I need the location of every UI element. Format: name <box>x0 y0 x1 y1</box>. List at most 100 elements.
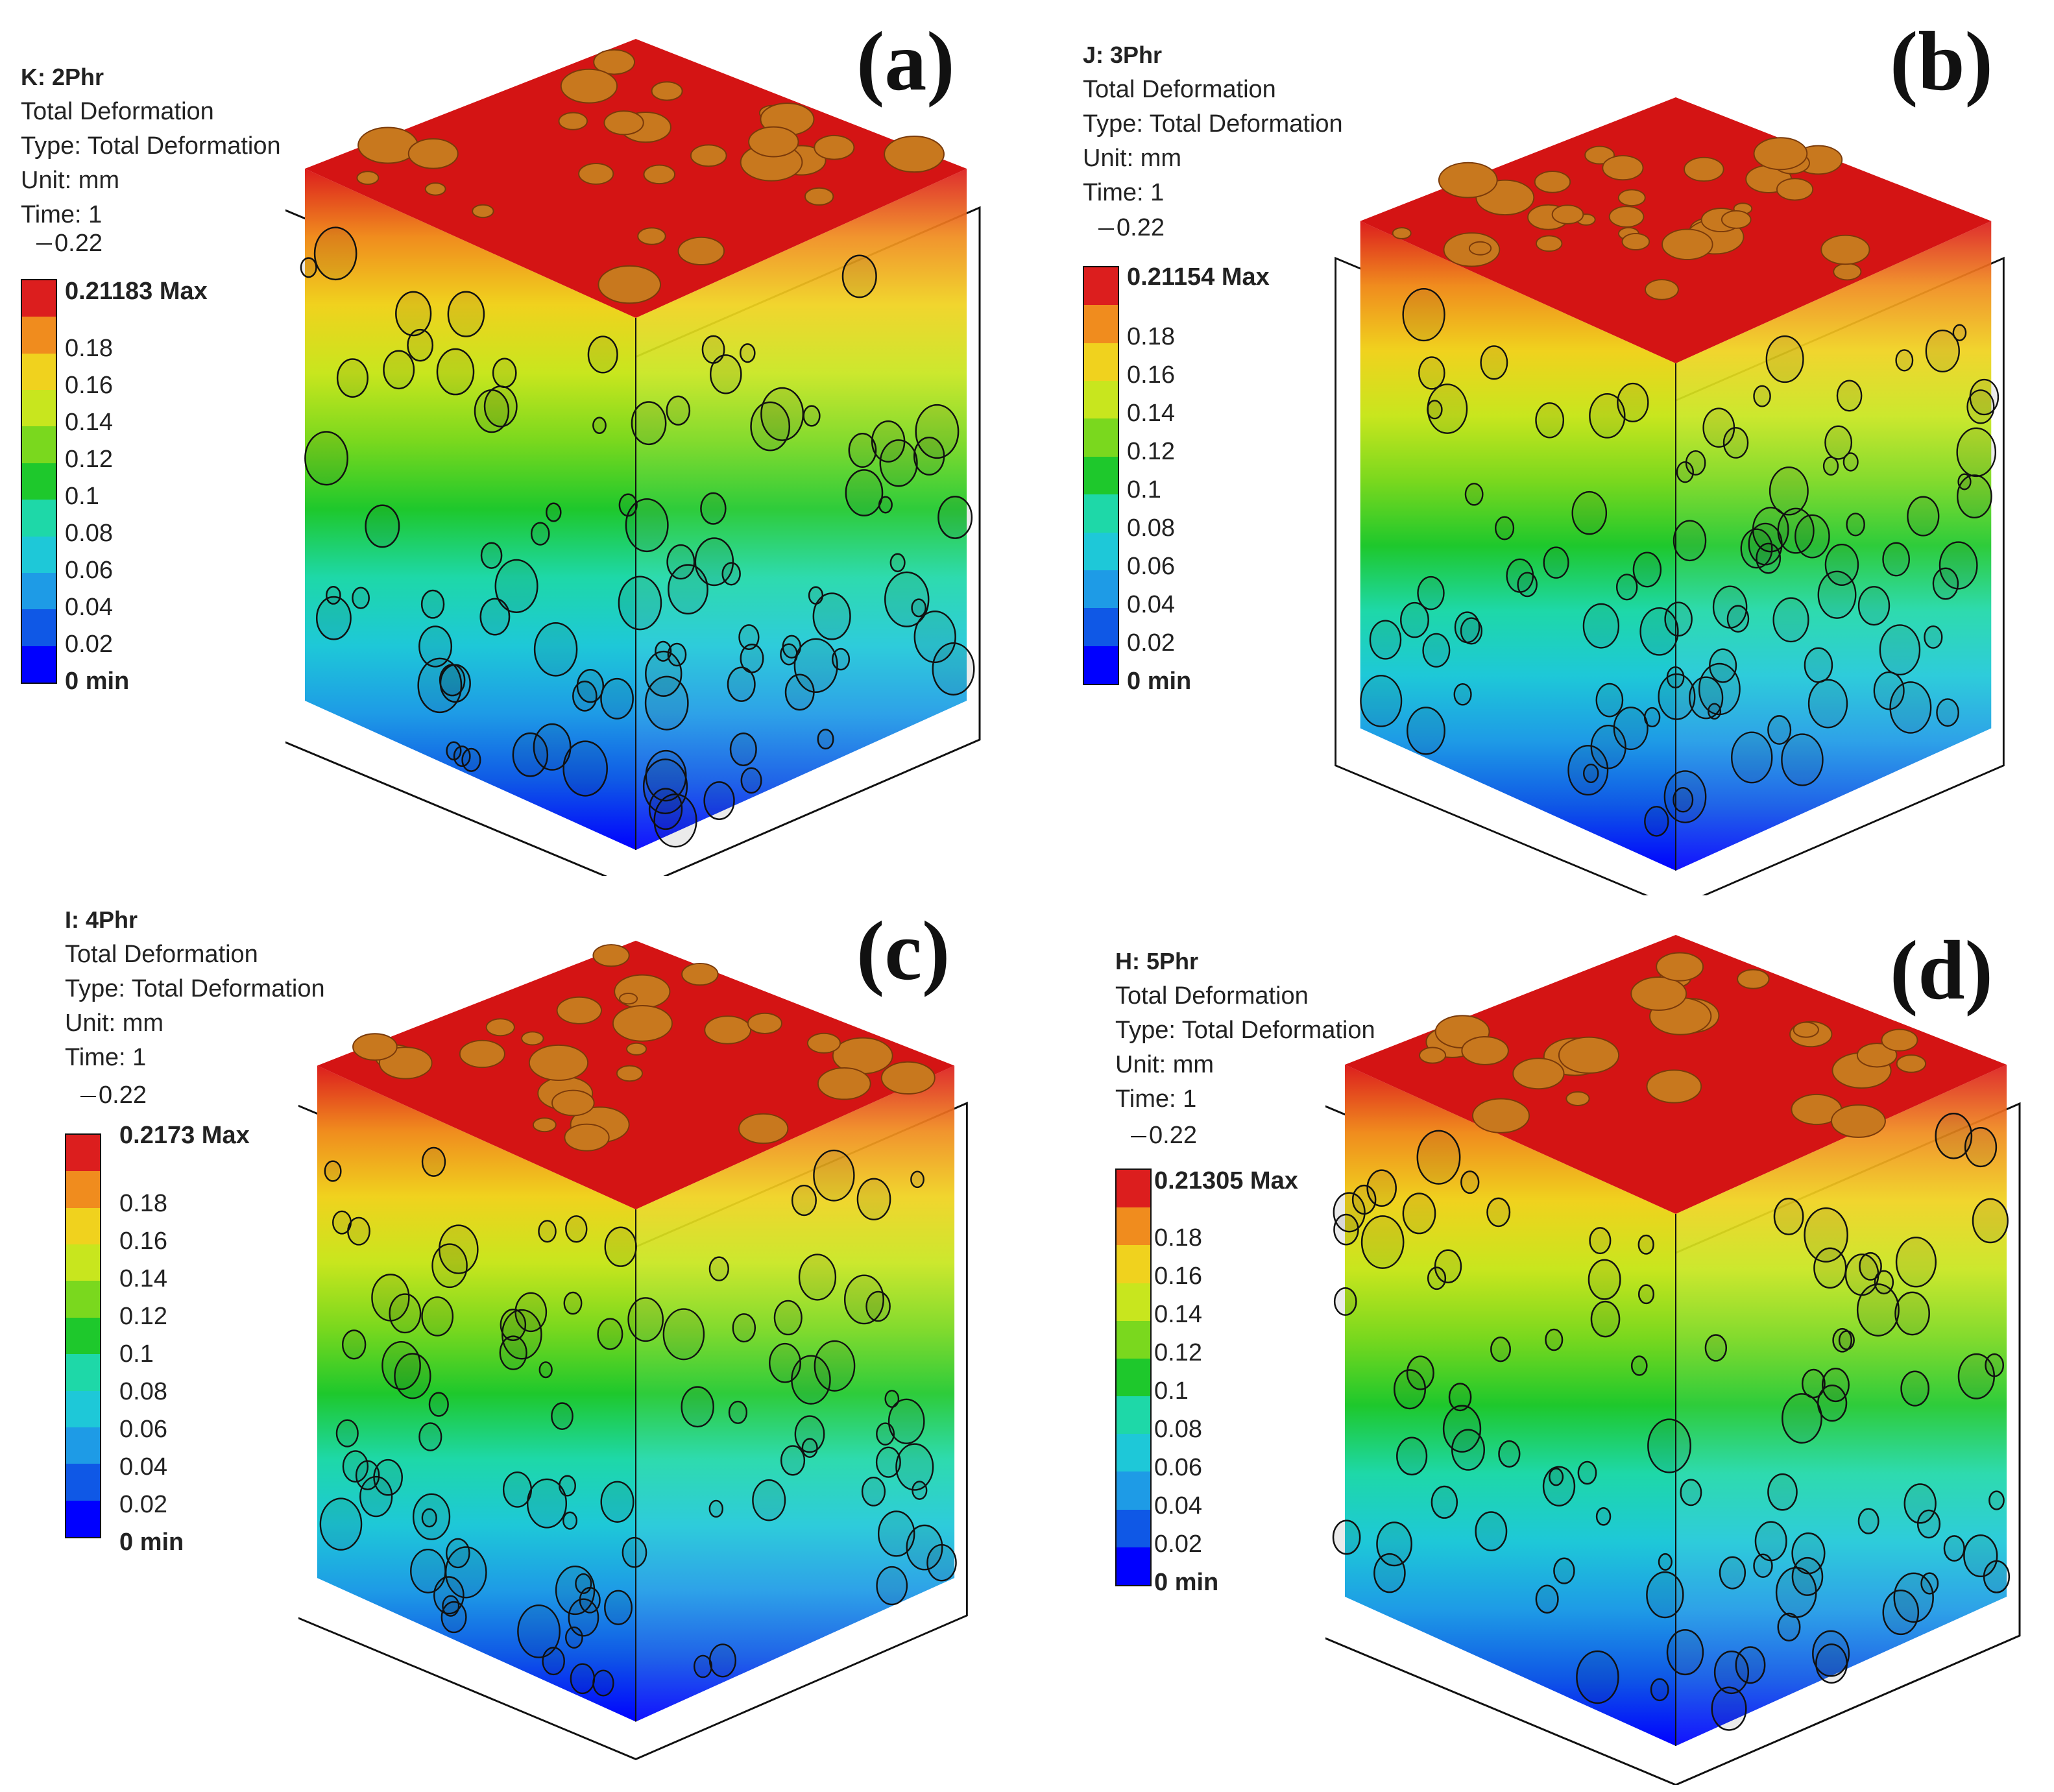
color-band <box>1117 1207 1150 1246</box>
pore-hole <box>806 1032 841 1054</box>
pore-hole <box>748 126 799 158</box>
pore-hole <box>1656 952 1704 982</box>
color-band <box>1084 305 1118 343</box>
scale-tick-label: 0.02 <box>65 631 113 658</box>
color-band <box>22 609 56 646</box>
pore-hole <box>1661 228 1713 260</box>
color-scale-bar <box>21 279 57 684</box>
color-band <box>1117 1245 1150 1283</box>
pore-hole <box>1438 162 1498 199</box>
side-pores <box>1332 1113 2011 1731</box>
pore-hole <box>578 162 614 185</box>
color-band <box>1117 1509 1150 1547</box>
color-band <box>22 426 56 463</box>
pore-hole <box>814 134 855 160</box>
panel-label: (a) <box>856 15 955 108</box>
scale-top-label: 0.22 <box>54 230 103 257</box>
color-band <box>22 390 56 427</box>
legend-result-label: Total Deformation <box>21 98 214 125</box>
color-band <box>22 463 56 500</box>
pore-hole <box>1565 1091 1590 1106</box>
color-band <box>66 1500 100 1537</box>
pore-hole <box>592 944 630 967</box>
pore-hole <box>1392 227 1412 239</box>
color-band <box>66 1281 100 1318</box>
pore-hole <box>356 171 380 186</box>
scale-tick-label: 0.04 <box>1127 591 1175 618</box>
cube-top-face <box>305 39 967 318</box>
legend-result-label: Total Deformation <box>65 941 258 968</box>
scale-min-label: 0 min <box>65 668 130 695</box>
deformation-cube-model <box>1335 97 2005 895</box>
pore-hole <box>1471 1098 1530 1133</box>
scale-tick-label: 0.14 <box>119 1265 167 1292</box>
pore-hole <box>558 112 588 130</box>
scale-top-label: 0.22 <box>1149 1122 1197 1149</box>
scale-min-label: 0 min <box>119 1529 184 1556</box>
pore-hole <box>1793 1021 1819 1038</box>
scale-tick-label: 0.1 <box>1154 1377 1189 1405</box>
pore-hole <box>1512 1058 1565 1090</box>
pore-hole <box>1830 1104 1886 1138</box>
scale-tick-label: 0.14 <box>1154 1301 1202 1328</box>
pore-hole <box>1621 232 1650 250</box>
scale-tick-label: 0.04 <box>65 594 113 621</box>
color-band <box>1084 570 1118 609</box>
cube-right-face <box>1676 221 1992 871</box>
panel-c: (c) I: 4Phr Total Deformation Type: Tota… <box>0 896 1027 1792</box>
panel-a: (a) K: 2Phr Total Deformation Type: Tota… <box>0 0 1027 896</box>
color-band <box>66 1317 100 1355</box>
pore-hole <box>747 1012 782 1034</box>
color-scale-bar <box>65 1133 101 1538</box>
pore-hole <box>521 1031 544 1046</box>
panel-b: (b) J: 3Phr Total Deformation Type: Tota… <box>1027 0 2054 896</box>
scale-max-label: 0.21154 Max <box>1127 263 1270 291</box>
pore-hole <box>551 1089 595 1117</box>
color-band <box>1117 1283 1150 1321</box>
scale-tick-label: 0.04 <box>119 1453 167 1481</box>
scale-tick-label: 0.02 <box>1127 629 1175 657</box>
panel-label: (d) <box>1890 924 1993 1017</box>
pore-hole <box>560 68 618 104</box>
legend-time: Time: 1 <box>65 1044 147 1071</box>
legend-unit: Unit: mm <box>1083 145 1181 172</box>
color-band <box>22 353 56 391</box>
pore-hole <box>1646 1069 1702 1104</box>
color-band <box>1084 381 1118 419</box>
pore-hole <box>352 1033 398 1061</box>
scale-tick-label: 0.18 <box>119 1190 167 1217</box>
scale-tick-label: 0.18 <box>65 335 113 362</box>
legend-unit: Unit: mm <box>1115 1051 1214 1078</box>
legend-result-label: Total Deformation <box>1083 76 1276 103</box>
pore-hole <box>884 136 945 173</box>
pore-hole <box>738 1113 789 1144</box>
color-band <box>66 1464 100 1501</box>
cube-top-face <box>1345 935 2007 1214</box>
color-band <box>1084 646 1118 684</box>
color-scale-bar <box>1083 266 1119 685</box>
side-pores <box>1360 287 2000 837</box>
pore-hole <box>1645 279 1679 300</box>
color-band <box>22 317 56 354</box>
legend-time: Time: 1 <box>21 201 103 228</box>
panel-label: (c) <box>856 904 950 998</box>
pore-hole <box>564 1123 610 1152</box>
pore-hole <box>651 81 683 101</box>
pore-hole <box>681 963 719 986</box>
color-band <box>66 1390 100 1427</box>
legend-title: J: 3Phr <box>1083 42 1163 68</box>
scale-tick-label: 0.02 <box>119 1491 167 1518</box>
scale-max-label: 0.2173 Max <box>119 1122 250 1149</box>
legend: H: 5Phr Total Deformation Type: Total De… <box>1115 944 1375 1117</box>
scale-tick-label: 0.18 <box>1127 323 1175 350</box>
color-band <box>1084 267 1118 306</box>
scale-tick-label: 0.08 <box>65 520 113 547</box>
deformation-cube-model <box>285 39 981 876</box>
pore-hole <box>1776 178 1814 201</box>
color-band <box>1084 532 1118 570</box>
pore-hole <box>532 1117 557 1133</box>
pore-hole <box>1737 969 1770 989</box>
legend-title: I: 4Phr <box>65 906 138 933</box>
scale-min-label: 0 min <box>1154 1569 1219 1596</box>
pore-hole <box>1461 1035 1509 1065</box>
